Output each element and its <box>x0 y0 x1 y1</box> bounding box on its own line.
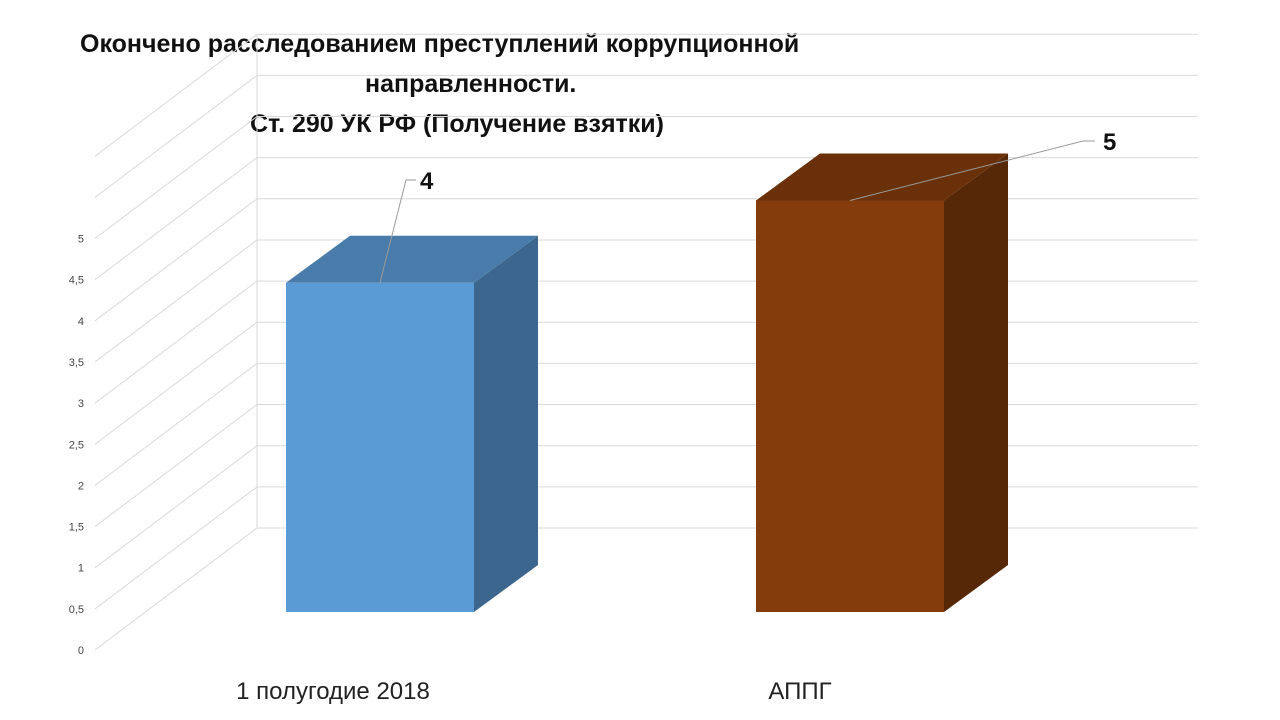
data-label: 4 <box>420 168 434 195</box>
bar-front-face <box>756 200 944 612</box>
data-label-leader <box>849 140 1095 201</box>
gridline-side <box>94 198 258 322</box>
y-tick-label: 1 <box>78 563 84 575</box>
bar-side-face <box>474 235 538 613</box>
gridline-side <box>94 157 258 281</box>
bar-front-face <box>286 282 474 612</box>
bar <box>286 235 538 613</box>
y-tick-label: 2,5 <box>69 439 84 451</box>
bars <box>286 153 1008 613</box>
y-tick-label: 4,5 <box>69 275 84 287</box>
chart-title-line-2: направленности. <box>365 70 577 98</box>
gridline-side <box>94 239 258 363</box>
data-label-leader <box>379 179 416 283</box>
gridline-side <box>94 280 258 404</box>
bar-top-face <box>756 153 1008 201</box>
bar-top-face <box>286 235 538 283</box>
gridline-side <box>94 404 258 527</box>
y-tick-label: 3 <box>78 398 84 410</box>
chart-title-line-3: Ст. 290 УК РФ (Получение взятки) <box>250 110 665 138</box>
data-label: 5 <box>1103 129 1116 156</box>
y-tick-label: 0,5 <box>69 604 84 616</box>
gridline-side <box>94 363 258 486</box>
gridline-side <box>94 445 258 569</box>
bar-side-face <box>944 153 1008 612</box>
category-label: АППГ <box>768 678 831 705</box>
gridlines <box>94 33 1198 651</box>
y-tick-label: 4 <box>78 316 84 328</box>
category-label: 1 полугодие 2018 <box>236 678 430 705</box>
y-tick-label: 2 <box>78 480 84 492</box>
gridline-side <box>94 116 258 239</box>
y-tick-label: 5 <box>78 234 84 246</box>
gridline-side <box>94 74 258 198</box>
gridline-side <box>94 527 258 651</box>
gridline-side <box>94 321 258 445</box>
data-labels: 45 <box>379 129 1116 283</box>
y-tick-label: 3,5 <box>69 357 84 369</box>
y-tick-label: 1,5 <box>69 522 84 534</box>
gridline-side <box>94 33 258 157</box>
bar <box>756 153 1008 612</box>
y-axis-ticks: 0 0,5 1 1,5 2 2,5 3 3,5 4 4,5 5 <box>69 234 84 658</box>
y-tick-label: 0 <box>78 645 84 657</box>
gridline-side <box>94 486 258 610</box>
x-axis-categories: 1 полугодие 2018 АППГ <box>236 678 831 705</box>
